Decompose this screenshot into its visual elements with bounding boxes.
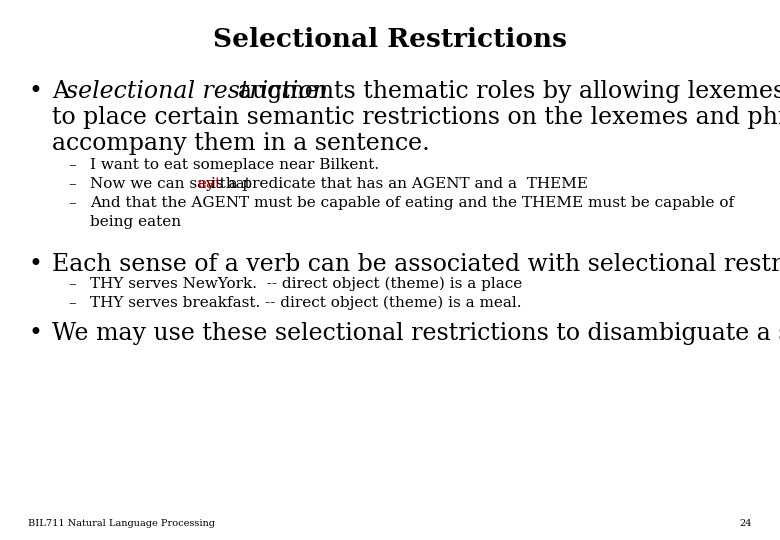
Text: •: • xyxy=(28,322,42,345)
Text: And that the AGENT must be capable of eating and the THEME must be capable of: And that the AGENT must be capable of ea… xyxy=(90,196,734,210)
Text: accompany them in a sentence.: accompany them in a sentence. xyxy=(52,132,430,155)
Text: to place certain semantic restrictions on the lexemes and phrases can: to place certain semantic restrictions o… xyxy=(52,106,780,129)
Text: Now we can say that: Now we can say that xyxy=(90,177,256,191)
Text: –: – xyxy=(68,177,76,191)
Text: THY serves breakfast. -- direct object (theme) is a meal.: THY serves breakfast. -- direct object (… xyxy=(90,296,522,310)
Text: A: A xyxy=(52,80,76,103)
Text: BIL711 Natural Language Processing: BIL711 Natural Language Processing xyxy=(28,519,215,528)
Text: Selectional Restrictions: Selectional Restrictions xyxy=(213,27,567,52)
Text: •: • xyxy=(28,80,42,103)
Text: is a predicate that has an AGENT and a  THEME: is a predicate that has an AGENT and a T… xyxy=(211,177,588,191)
Text: –: – xyxy=(68,277,76,291)
Text: augments thematic roles by allowing lexemes: augments thematic roles by allowing lexe… xyxy=(238,80,780,103)
Text: THY serves NewYork.  -- direct object (theme) is a place: THY serves NewYork. -- direct object (th… xyxy=(90,277,523,292)
Text: We may use these selectional restrictions to disambiguate a sentence.: We may use these selectional restriction… xyxy=(52,322,780,345)
Text: –: – xyxy=(68,158,76,172)
Text: being eaten: being eaten xyxy=(90,215,181,229)
Text: selectional restriction: selectional restriction xyxy=(66,80,328,103)
Text: •: • xyxy=(28,253,42,276)
Text: 24: 24 xyxy=(739,519,752,528)
Text: eat: eat xyxy=(197,177,221,191)
Text: –: – xyxy=(68,296,76,310)
Text: Each sense of a verb can be associated with selectional restrictions.: Each sense of a verb can be associated w… xyxy=(52,253,780,276)
Text: I want to eat someplace near Bilkent.: I want to eat someplace near Bilkent. xyxy=(90,158,379,172)
Text: –: – xyxy=(68,196,76,210)
